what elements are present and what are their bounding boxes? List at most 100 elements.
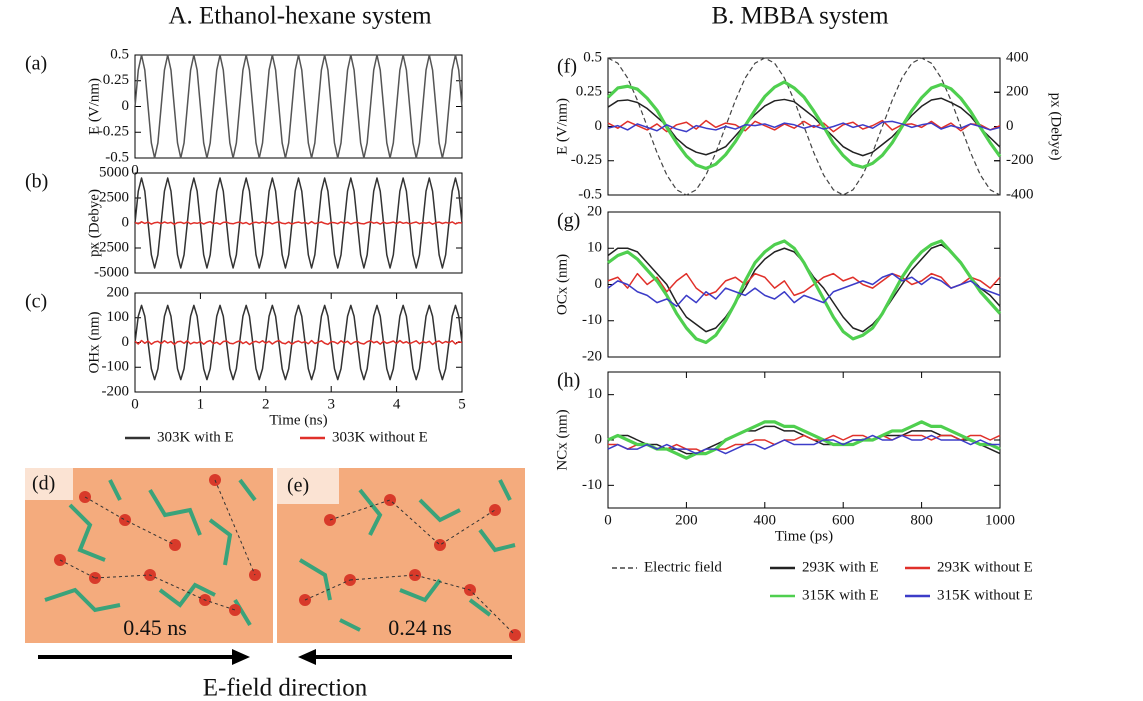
y-tick-label: 200 bbox=[107, 284, 130, 300]
data-line bbox=[607, 239, 1002, 345]
y-tick-label: 0 bbox=[122, 214, 130, 230]
y-tick-label: -10 bbox=[582, 477, 602, 493]
label-box bbox=[277, 468, 339, 504]
x-tick-label: 3 bbox=[327, 396, 335, 412]
data-line bbox=[606, 80, 1002, 171]
y-tick-label: -10 bbox=[582, 312, 602, 328]
y-axis-label: NCx (nm) bbox=[554, 409, 570, 470]
x-tick-label: 600 bbox=[832, 512, 855, 528]
y2-tick-label: -200 bbox=[1006, 152, 1034, 168]
y-tick-label: -2500 bbox=[94, 239, 129, 255]
legend-label: 315K without E bbox=[937, 587, 1033, 603]
y-axis-label: E (V/nm) bbox=[86, 78, 102, 135]
data-line bbox=[134, 177, 463, 269]
snapshot: (e) 0.24 ns bbox=[277, 468, 525, 643]
y-tick-label: 0 bbox=[122, 334, 130, 350]
x-tick-label: 5 bbox=[458, 396, 466, 412]
y-tick-label: -5000 bbox=[94, 264, 129, 280]
y-tick-label: 100 bbox=[107, 309, 130, 325]
x-tick-label: 800 bbox=[910, 512, 933, 528]
y2-tick-label: -400 bbox=[1006, 186, 1034, 202]
y-tick-label: -0.5 bbox=[578, 186, 602, 202]
hydrogen-bonds bbox=[304, 499, 516, 636]
data-line bbox=[134, 304, 463, 381]
x-tick-label: 0 bbox=[131, 162, 139, 178]
x-tick-label: 2 bbox=[262, 396, 270, 412]
data-line bbox=[607, 243, 1001, 333]
x-axis-label: Time (ns) bbox=[269, 412, 327, 428]
y-axis-label: OCx (nm) bbox=[554, 254, 570, 315]
y-tick-label: 10 bbox=[587, 240, 602, 256]
hydrogen-bonds bbox=[59, 479, 256, 611]
label-box bbox=[25, 468, 73, 500]
y-tick-label: -0.5 bbox=[105, 149, 129, 165]
data-line bbox=[607, 434, 1000, 455]
legend-label: 303K with E bbox=[157, 429, 234, 445]
y-tick-label: -100 bbox=[102, 359, 130, 375]
panel-label: (g) bbox=[557, 210, 580, 232]
y-tick-label: -200 bbox=[102, 383, 130, 399]
panel-label: (a) bbox=[25, 53, 47, 75]
x-axis-label: Time (ps) bbox=[775, 528, 833, 544]
y-tick-label: 10 bbox=[587, 386, 602, 402]
snapshot-label: (e) bbox=[287, 475, 309, 497]
group-title: B. MBBA system bbox=[711, 3, 889, 30]
panel-label: (h) bbox=[557, 370, 580, 392]
data-line bbox=[607, 120, 1001, 133]
y-tick-label: 0.5 bbox=[110, 46, 129, 62]
arrow-head bbox=[298, 649, 316, 665]
panel-label: (b) bbox=[25, 171, 48, 193]
y-tick-label: 0 bbox=[122, 98, 130, 114]
molecules bbox=[298, 479, 516, 632]
y-tick-label: 0 bbox=[595, 276, 603, 292]
y-axis-label: px (Debye) bbox=[86, 189, 102, 257]
y-tick-label: 0.25 bbox=[103, 72, 129, 88]
panel-label: (f) bbox=[557, 56, 577, 78]
y2-axis-label: px (Debye) bbox=[1048, 93, 1064, 161]
snapshot-label: (d) bbox=[32, 473, 55, 495]
data-line bbox=[607, 97, 1001, 157]
data-line bbox=[608, 434, 1001, 455]
legend-label: 303K without E bbox=[332, 429, 428, 445]
y-axis-label: OHx (nm) bbox=[86, 311, 102, 373]
y-tick-label: -20 bbox=[582, 348, 602, 364]
legend-label: 315K with E bbox=[802, 587, 879, 603]
x-tick-label: 200 bbox=[675, 512, 698, 528]
field-caption: E-field direction bbox=[203, 675, 368, 701]
legend-label: 293K with E bbox=[802, 559, 879, 575]
y-tick-label: 20 bbox=[587, 203, 602, 219]
molecules bbox=[44, 478, 257, 627]
y2-tick-label: 400 bbox=[1006, 49, 1029, 65]
arrow-head bbox=[232, 649, 250, 665]
x-tick-label: 400 bbox=[754, 512, 777, 528]
data-line bbox=[607, 272, 1001, 297]
y-tick-label: 0.5 bbox=[583, 49, 602, 65]
group-title: A. Ethanol-hexane system bbox=[168, 3, 432, 30]
panel-label: (c) bbox=[25, 291, 47, 313]
legend-label: 293K without E bbox=[937, 559, 1033, 575]
y-tick-label: -0.25 bbox=[98, 124, 129, 140]
data-line bbox=[607, 272, 1001, 307]
x-tick-label: 1000 bbox=[985, 512, 1015, 528]
y-tick-label: 0 bbox=[595, 118, 603, 134]
x-tick-label: 0 bbox=[604, 512, 612, 528]
y2-tick-label: 200 bbox=[1006, 84, 1029, 100]
data-line bbox=[134, 339, 463, 346]
y-tick-label: 0 bbox=[595, 431, 603, 447]
x-tick-label: 1 bbox=[197, 396, 205, 412]
snapshot-time: 0.45 ns bbox=[123, 615, 187, 640]
x-tick-label: 4 bbox=[393, 396, 401, 412]
data-line bbox=[607, 57, 1001, 196]
snapshot-time: 0.24 ns bbox=[388, 615, 452, 640]
legend-label: Electric field bbox=[644, 559, 722, 575]
y-tick-label: 2500 bbox=[99, 189, 129, 205]
data-line bbox=[607, 420, 1001, 460]
y-tick-label: -0.25 bbox=[571, 152, 602, 168]
snapshot: (d) 0.45 ns bbox=[25, 468, 273, 643]
y-axis-label: E (V/nm) bbox=[554, 98, 570, 155]
y2-tick-label: 0 bbox=[1006, 118, 1014, 134]
y-tick-label: 5000 bbox=[99, 164, 129, 180]
y-tick-label: 0.25 bbox=[576, 84, 602, 100]
data-line bbox=[134, 54, 463, 159]
